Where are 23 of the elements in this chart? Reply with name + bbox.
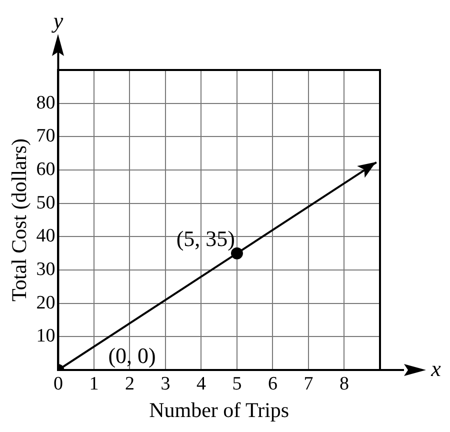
x-tick-label: 0	[53, 373, 63, 394]
y-tick-label: 50	[36, 192, 56, 214]
annotation: (0, 0)	[108, 342, 156, 368]
x-tick-label: 5	[232, 373, 242, 394]
x-tick-label: 7	[304, 373, 314, 394]
text: y	[51, 8, 64, 33]
x-axis-title: Number of Trips	[149, 398, 290, 422]
y-tick-label: 40	[36, 226, 56, 247]
x-tick-label: 3	[160, 373, 170, 394]
y-tick-label: 60	[36, 158, 56, 180]
x-tick-label: 1	[89, 373, 99, 394]
y-tick-label: 70	[36, 126, 56, 147]
annotation: (5, 35)	[176, 226, 235, 252]
x-tick-label: 2	[124, 373, 134, 394]
x-tick-label: 8	[339, 373, 349, 394]
x-tick-label: 4	[196, 373, 206, 394]
y-axis-title: Total Cost (dollars)	[7, 138, 32, 302]
y-tick-label: 80	[36, 92, 56, 114]
y-tick-label: 10	[36, 326, 56, 347]
y-tick-label: 30	[36, 258, 56, 280]
y-tick-label: 20	[36, 292, 56, 314]
text: x	[430, 356, 442, 381]
x-tick-label: 6	[268, 373, 278, 394]
